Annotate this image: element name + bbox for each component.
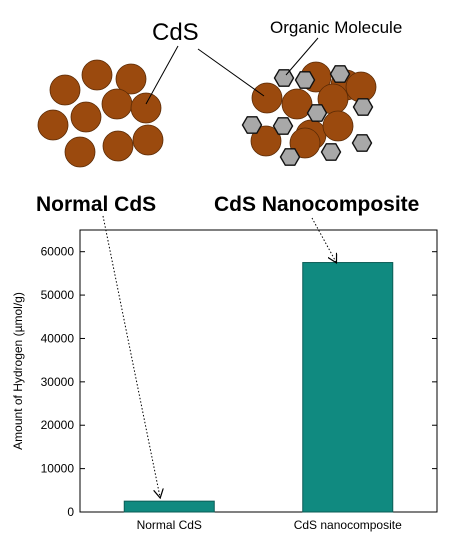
cds-leader-line-left [145,45,179,105]
y-tick-label: 30000 [41,375,75,389]
cds-particle [130,92,162,124]
organic-molecule-hexagon [272,117,294,135]
y-tick-label: 60000 [41,245,75,259]
organic-leader-line [285,37,319,76]
y-tick-label: 40000 [41,331,75,345]
normal-cds-particle-cluster [37,59,164,168]
organic-molecule-hexagon [306,104,328,122]
cds-particle [81,59,113,91]
organic-molecule-hexagon [241,116,263,134]
hydrogen-bar-chart: 0 10000 20000 30000 40000 50000 60000 Normal C… [11,229,438,532]
organic-molecule-hexagon [294,71,316,89]
organic-molecule-hexagon [279,148,301,166]
cds-particle [289,127,321,159]
x-tick-label: Normal CdS [137,518,202,532]
cds-particle [281,88,313,120]
x-axis-labels: Normal CdS CdS nanocomposite [137,518,403,532]
cds-particle [64,136,96,168]
cds-particle [49,74,81,106]
cds-particle [132,124,164,156]
cds-label: CdS [152,19,199,46]
callout-arrow-normal [102,215,160,497]
y-tick-label: 0 [67,505,74,519]
organic-molecule-hexagons [241,65,374,166]
organic-molecule-label: Organic Molecule [270,18,402,37]
organic-molecule-hexagon [351,134,373,152]
cds-particle [70,101,102,133]
plot-frame [79,229,438,513]
cds-particle [322,110,354,142]
y-axis-ticks: 0 10000 20000 30000 40000 50000 60000 [41,245,437,519]
callout-arrow-nanocomposite [311,217,336,262]
bar [302,262,394,513]
cds-leader-line-right [197,48,265,97]
bar [123,500,215,513]
organic-molecule-hexagon [352,98,374,116]
bars [123,262,394,513]
organic-molecule-hexagon [320,143,342,161]
y-tick-label: 10000 [41,462,75,476]
cds-particle [250,125,282,157]
cds-particle [101,88,133,120]
cds-particle [345,71,377,103]
y-tick-label: 50000 [41,288,75,302]
cds-particle [115,63,147,95]
callout-normal-cds: Normal CdS [36,193,156,216]
y-axis-label: Amount of Hydrogen (µmol/g) [11,292,25,450]
callout-cds-nanocomposite: CdS Nanocomposite [214,193,419,216]
x-tick-label: CdS nanocomposite [294,518,402,532]
y-tick-label: 20000 [41,418,75,432]
organic-molecule-hexagon [273,69,295,87]
cds-particle [102,130,134,162]
cds-particle [251,82,283,114]
cds-particle [37,109,69,141]
organic-molecule-hexagon [329,65,351,83]
